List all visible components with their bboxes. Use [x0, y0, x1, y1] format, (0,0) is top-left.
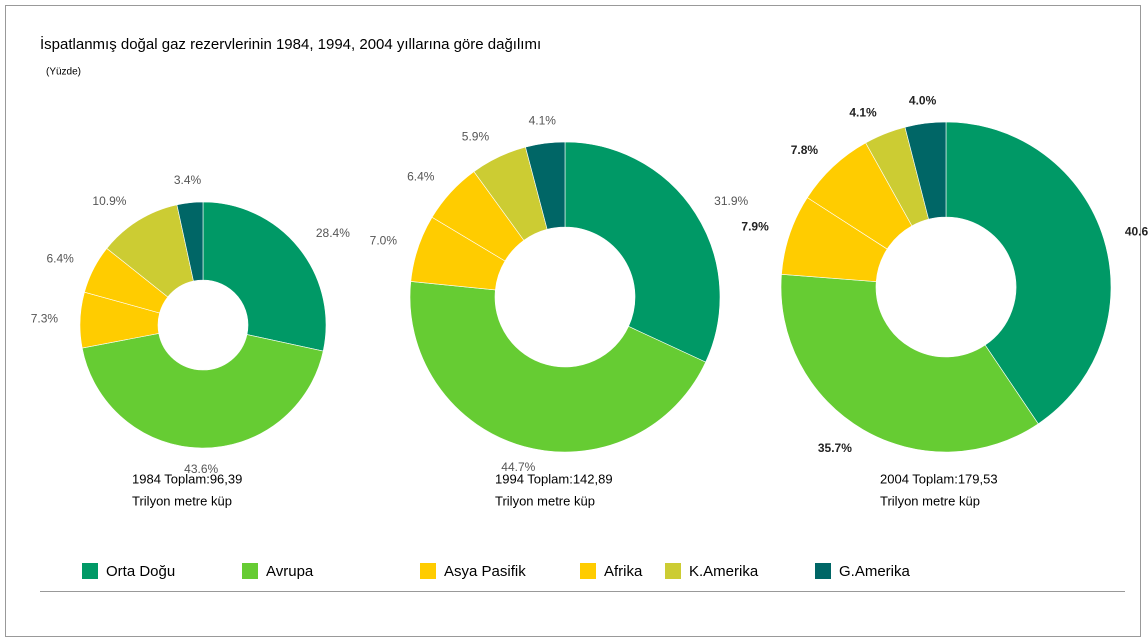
donut-slice: [202, 201, 327, 352]
value-label: 28.4%: [316, 226, 350, 240]
value-label: 35.7%: [818, 441, 852, 455]
value-label: 4.0%: [909, 94, 937, 108]
value-label: 7.9%: [741, 219, 769, 233]
legend-label: Asya Pasifik: [444, 563, 526, 580]
legend-swatch: [420, 563, 436, 579]
chart-unit: Trilyon metre küp: [495, 493, 595, 508]
value-label: 6.4%: [407, 170, 435, 184]
donut-slice: [176, 201, 204, 282]
legend-label: Orta Doğu: [106, 563, 175, 580]
donut-slice: [81, 333, 324, 449]
chart-caption: 2004 Toplam:179,53: [880, 471, 998, 486]
legend-label: Afrika: [604, 563, 643, 580]
chart-title: İspatlanmış doğal gaz rezervlerinin 1984…: [40, 35, 541, 53]
chart-unit: Trilyon metre küp: [132, 493, 232, 508]
chart-caption: 1994 Toplam:142,89: [495, 471, 613, 486]
value-label: 31.9%: [714, 194, 748, 208]
value-label: 4.1%: [529, 114, 557, 128]
legend-swatch: [82, 563, 98, 579]
value-label: 40.6%: [1125, 225, 1148, 239]
value-label: 7.0%: [370, 233, 398, 247]
value-label: 6.4%: [46, 251, 74, 265]
donut-slice: [904, 121, 947, 220]
chart-caption: 1984 Toplam:96,39: [132, 471, 242, 486]
legend-swatch: [242, 563, 258, 579]
value-label: 43.6%: [184, 462, 218, 476]
donut-slice: [409, 281, 707, 453]
chart-unit: Trilyon metre küp: [880, 493, 980, 508]
value-label: 4.1%: [849, 105, 877, 119]
legend-swatch: [665, 563, 681, 579]
value-label: 7.3%: [31, 311, 59, 325]
donut-slice: [525, 141, 566, 230]
legend-label: Avrupa: [266, 563, 314, 580]
chart-subtitle: (Yüzde): [46, 67, 81, 78]
legend-swatch: [580, 563, 596, 579]
value-label: 7.8%: [791, 143, 819, 157]
value-label: 5.9%: [462, 129, 490, 143]
legend-label: G.Amerika: [839, 563, 911, 580]
donut-slice: [780, 274, 1039, 453]
legend-label: K.Amerika: [689, 563, 759, 580]
value-label: 3.4%: [174, 173, 202, 187]
donut-slice: [564, 141, 721, 363]
value-label: 44.7%: [501, 460, 535, 474]
donut-slice: [945, 121, 1112, 425]
legend-swatch: [815, 563, 831, 579]
frame: [5, 5, 1141, 637]
value-label: 10.9%: [92, 194, 126, 208]
